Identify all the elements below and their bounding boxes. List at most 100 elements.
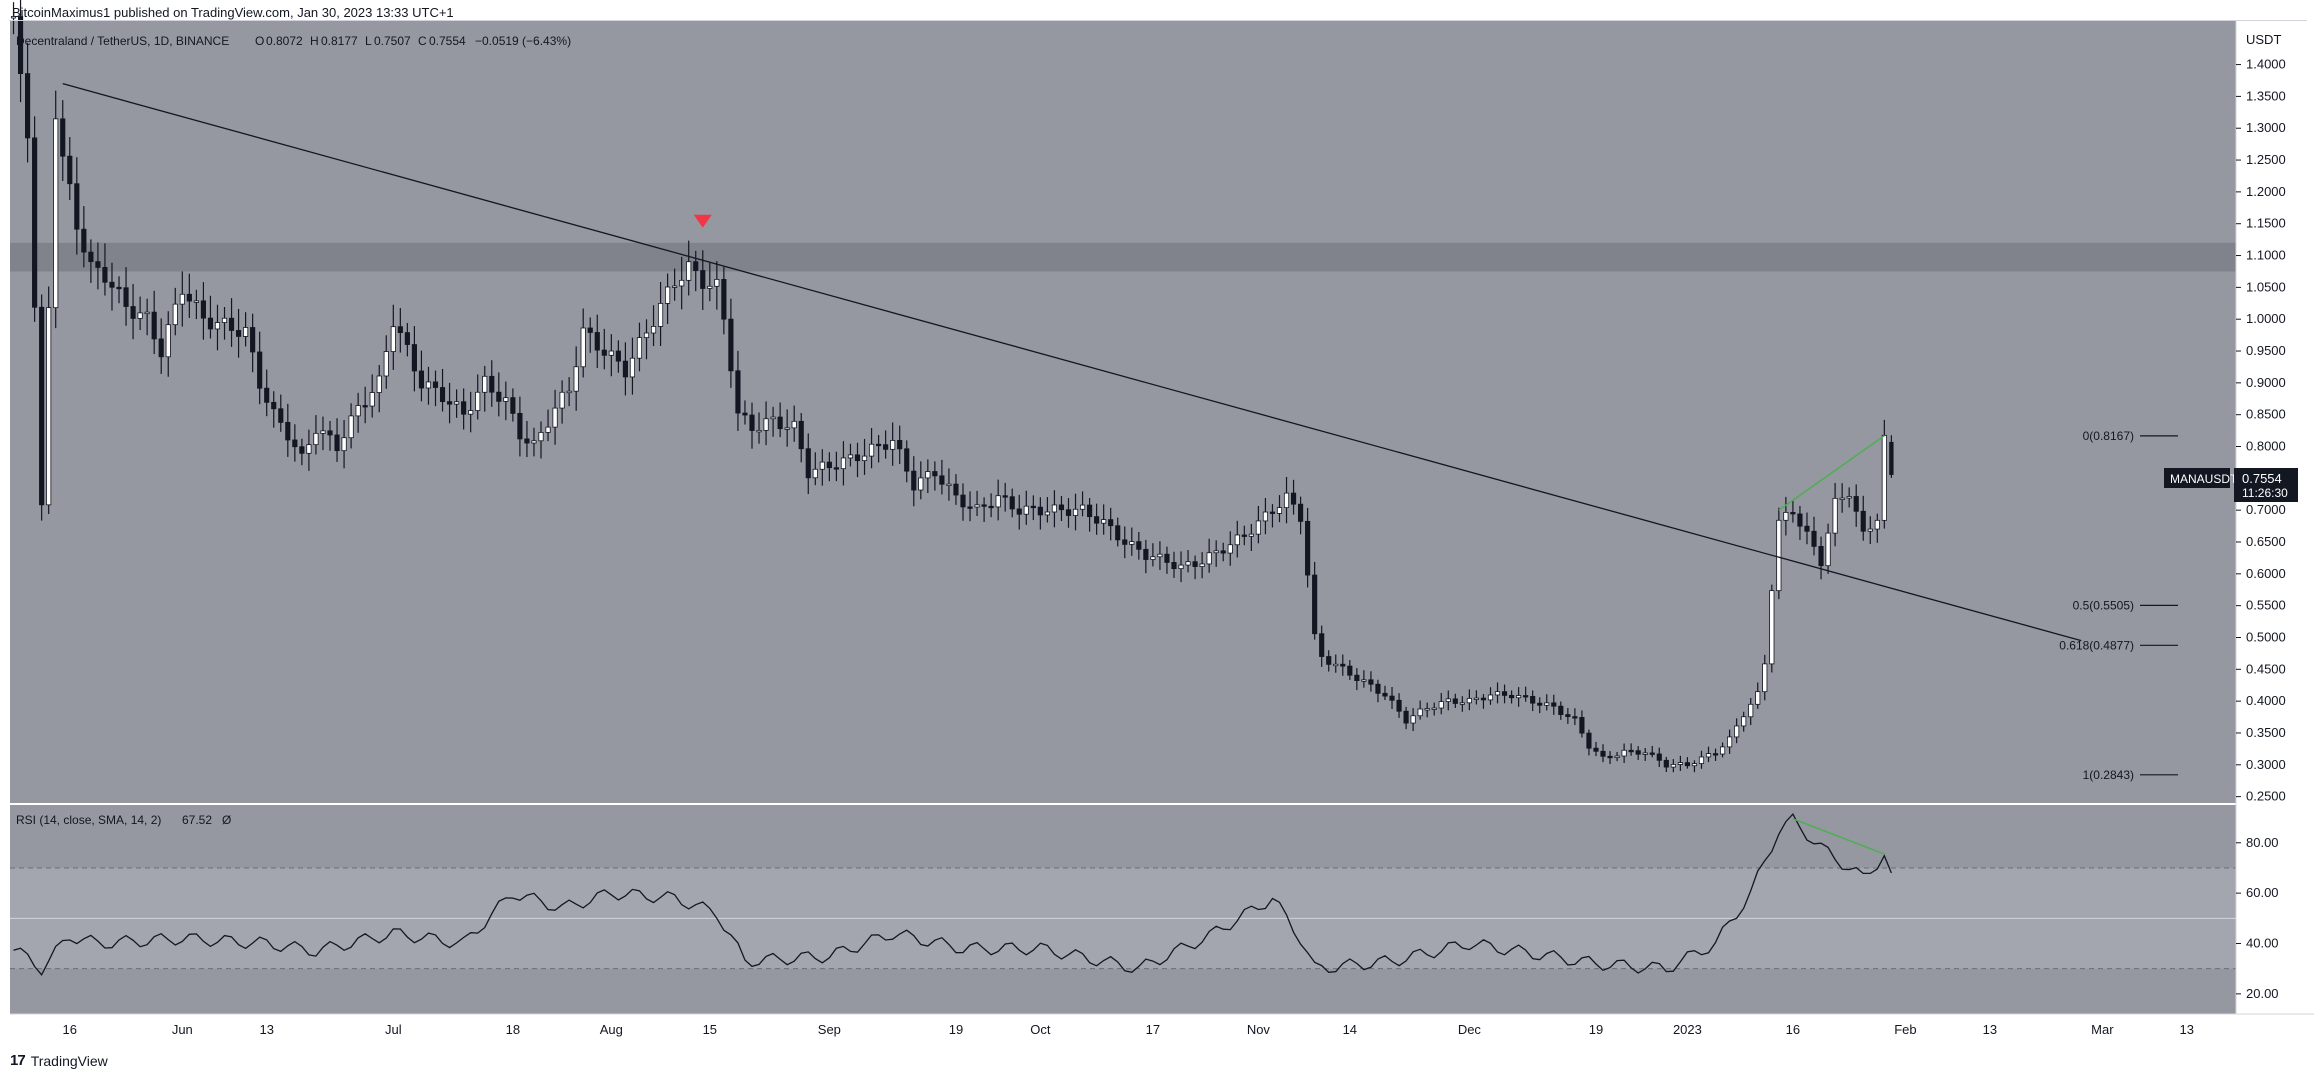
- candle: [1192, 555, 1198, 580]
- rsi-pane[interactable]: [10, 805, 2236, 1014]
- candle: [707, 262, 713, 302]
- candle-body: [1248, 533, 1254, 537]
- candle: [454, 389, 460, 418]
- price-tick-label: 0.5500: [2246, 598, 2286, 613]
- candle-body: [1333, 663, 1339, 667]
- legend-change: −0.0519 (−6.43%): [475, 34, 571, 48]
- candle: [179, 271, 185, 327]
- candle: [235, 308, 242, 358]
- candle: [770, 406, 776, 437]
- candle-body: [1305, 520, 1311, 576]
- price-tick-label: 1.3000: [2246, 120, 2286, 135]
- candle: [1712, 748, 1719, 761]
- candle: [812, 452, 818, 486]
- price-tick-label: 1.0000: [2246, 311, 2286, 326]
- rsi-tick-label: 40.00: [2246, 935, 2279, 950]
- price-tick-label: 0.9500: [2246, 343, 2286, 358]
- candle: [250, 313, 256, 373]
- candle: [320, 416, 326, 451]
- candle-body: [1079, 504, 1086, 510]
- candle-body: [1241, 534, 1247, 537]
- candle-body: [1354, 674, 1360, 681]
- candle-body: [622, 360, 628, 378]
- candle: [1748, 697, 1754, 726]
- candle-body: [1023, 505, 1029, 515]
- rsi-tick-label: 80.00: [2246, 835, 2279, 850]
- legend-symbol: Decentraland / TetherUS, 1D, BINANCE: [16, 34, 229, 48]
- candle: [566, 377, 572, 407]
- candle-body: [932, 471, 938, 477]
- candle: [1670, 759, 1676, 773]
- candle: [1136, 532, 1142, 560]
- candle-body: [1340, 663, 1346, 667]
- candle-body: [468, 410, 474, 415]
- price-tick-label: 0.6500: [2246, 534, 2286, 549]
- legend-open: 0.8072: [266, 34, 303, 48]
- price-pane-background: [10, 20, 2236, 803]
- candle-body: [1002, 495, 1008, 498]
- candle-body: [580, 327, 586, 368]
- price-tick-label: 0.4000: [2246, 693, 2286, 708]
- candle: [172, 287, 178, 336]
- candle: [271, 391, 277, 428]
- candle: [67, 137, 73, 201]
- candle: [1797, 505, 1803, 540]
- candle-body: [348, 415, 354, 439]
- candle: [1741, 711, 1747, 732]
- candle-body: [510, 397, 516, 414]
- candle-body: [911, 470, 917, 491]
- candle: [306, 429, 312, 471]
- candle-body: [1698, 756, 1705, 764]
- candle-body: [1607, 755, 1613, 759]
- candle-body: [890, 440, 896, 450]
- candle: [1347, 660, 1353, 680]
- time-tick-label: Nov: [1247, 1022, 1271, 1037]
- candle: [369, 374, 375, 418]
- candle-body: [1565, 714, 1571, 718]
- candle-body: [1283, 492, 1290, 509]
- candle: [1614, 751, 1620, 762]
- candle-body: [1368, 679, 1374, 685]
- candle: [341, 420, 347, 469]
- candle-body: [1129, 541, 1135, 545]
- candle: [1382, 685, 1388, 701]
- candle: [925, 459, 931, 494]
- candle-body: [608, 350, 614, 356]
- candle-body: [418, 370, 425, 389]
- candle: [137, 296, 143, 331]
- candle-body: [1593, 747, 1599, 752]
- rejection-arrow-icon: [693, 214, 712, 228]
- candle: [693, 250, 699, 292]
- candle-body: [974, 504, 980, 508]
- candle: [46, 286, 52, 514]
- candle: [1804, 512, 1810, 545]
- candle-body: [833, 467, 839, 470]
- candle-body: [1516, 695, 1522, 699]
- candle-body: [362, 405, 368, 408]
- candle: [777, 402, 783, 438]
- candle: [1213, 540, 1219, 567]
- candle: [1459, 696, 1465, 712]
- price-pane[interactable]: 0(0.8167) 0.5(0.5505) 0.618(0.4877) 1(0.284…: [10, 0, 2236, 803]
- candle-latest: [1889, 435, 1894, 478]
- candle: [665, 273, 671, 324]
- tradingview-brand[interactable]: 17 TradingView: [10, 1052, 108, 1069]
- candle-body: [250, 327, 256, 353]
- candle: [257, 331, 263, 405]
- candle-body: [1656, 753, 1662, 761]
- candle-body: [566, 390, 572, 394]
- candle-body: [981, 504, 987, 507]
- candle-body: [503, 397, 509, 402]
- candle-body: [404, 332, 410, 345]
- candle-body: [1375, 683, 1381, 694]
- candle: [1846, 487, 1852, 508]
- candle-body: [594, 332, 600, 351]
- candle: [573, 346, 579, 411]
- candle-body: [1860, 510, 1866, 532]
- candle-body: [1727, 736, 1733, 748]
- candle-body: [714, 279, 720, 287]
- time-tick-label: 19: [949, 1022, 963, 1037]
- time-tick-label: Aug: [600, 1022, 623, 1037]
- candle: [1487, 687, 1494, 705]
